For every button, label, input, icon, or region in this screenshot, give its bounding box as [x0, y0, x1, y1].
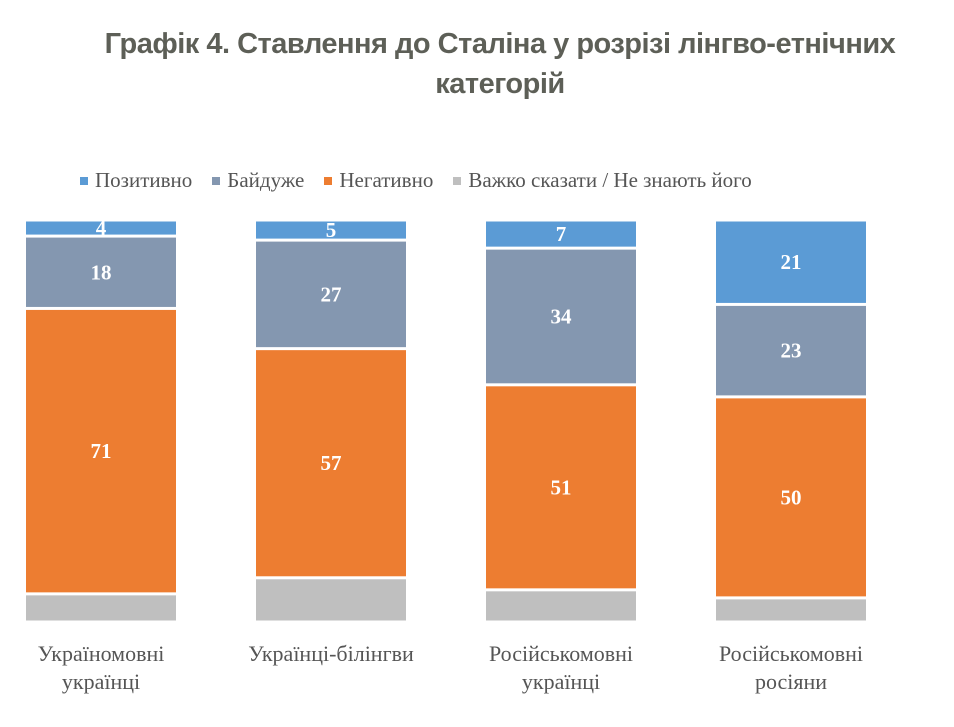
bar-segment-indifferent-1	[256, 241, 406, 348]
legend-item-hard-to-say: Важко сказати / Не знають його	[453, 168, 752, 193]
bar-stack-0: 71 18 4	[26, 216, 176, 621]
category-label-3: Російськомовні росіяни	[718, 641, 864, 694]
data-label-positive-2: 7	[556, 222, 567, 246]
category-label-2: Російськомовні українці	[488, 641, 634, 694]
bar-segment-indifferent-0	[26, 237, 176, 307]
data-label-positive-0: 4	[96, 216, 107, 240]
chart-title: Графік 4. Ставлення до Сталіна у розрізі…	[0, 24, 954, 104]
chart-title-line1: Графік 4. Ставлення до Сталіна у розрізі…	[104, 28, 896, 60]
legend-swatch-indifferent	[212, 176, 221, 185]
data-label-positive-1: 5	[326, 218, 337, 242]
bar-stack-3: 50 23 21	[716, 221, 866, 621]
legend-item-indifferent: Байдуже	[212, 168, 304, 193]
data-label-indifferent-0: 18	[91, 260, 112, 284]
bar-stack-2: 51 34 7	[486, 221, 636, 621]
legend-label-negative: Негативно	[339, 168, 434, 192]
data-label-negative-0: 71	[91, 439, 112, 463]
legend-swatch-hard-to-say	[453, 176, 462, 185]
data-label-negative-1: 57	[321, 451, 342, 475]
legend-item-positive: Позитивно	[80, 168, 192, 193]
data-label-negative-3: 50	[781, 485, 802, 509]
bar-segment-positive-2	[486, 221, 636, 247]
legend-label-positive: Позитивно	[95, 168, 193, 192]
legend-item-negative: Негативно	[324, 168, 433, 193]
bar-stack-1: 57 27 5	[256, 218, 406, 621]
data-label-positive-3: 21	[781, 250, 802, 274]
bar-segment-hard-to-say-2	[486, 591, 636, 621]
bar-segment-negative-3	[716, 398, 866, 597]
bar-segment-positive-3	[716, 221, 866, 303]
bar-segment-indifferent-3	[716, 305, 866, 396]
bar-segment-hard-to-say-3	[716, 599, 866, 621]
legend-swatch-negative	[324, 176, 333, 185]
category-label-1: Українці-білінгви	[248, 641, 414, 666]
legend-label-hard-to-say: Важко сказати / Не знають його	[468, 168, 752, 192]
data-label-indifferent-2: 34	[551, 304, 573, 328]
chart-title-line2: категорій	[435, 68, 565, 100]
bar-segment-hard-to-say-1	[256, 579, 406, 621]
data-label-indifferent-1: 27	[321, 282, 342, 306]
bar-segment-negative-1	[256, 350, 406, 577]
bar-segment-indifferent-2	[486, 249, 636, 384]
legend: Позитивно Байдуже Негативно Важко сказат…	[80, 168, 772, 193]
data-label-indifferent-3: 23	[781, 339, 802, 363]
category-label-0: Україномовні українці	[37, 641, 165, 694]
bar-segment-negative-2	[486, 386, 636, 589]
bar-segment-positive-1	[256, 221, 406, 239]
bar-segment-positive-0	[26, 221, 176, 235]
bar-segment-hard-to-say-0	[26, 595, 176, 621]
data-label-negative-2: 51	[551, 475, 572, 499]
legend-label-indifferent: Байдуже	[227, 168, 305, 192]
bar-segment-negative-0	[26, 309, 176, 593]
legend-swatch-positive	[80, 176, 88, 185]
